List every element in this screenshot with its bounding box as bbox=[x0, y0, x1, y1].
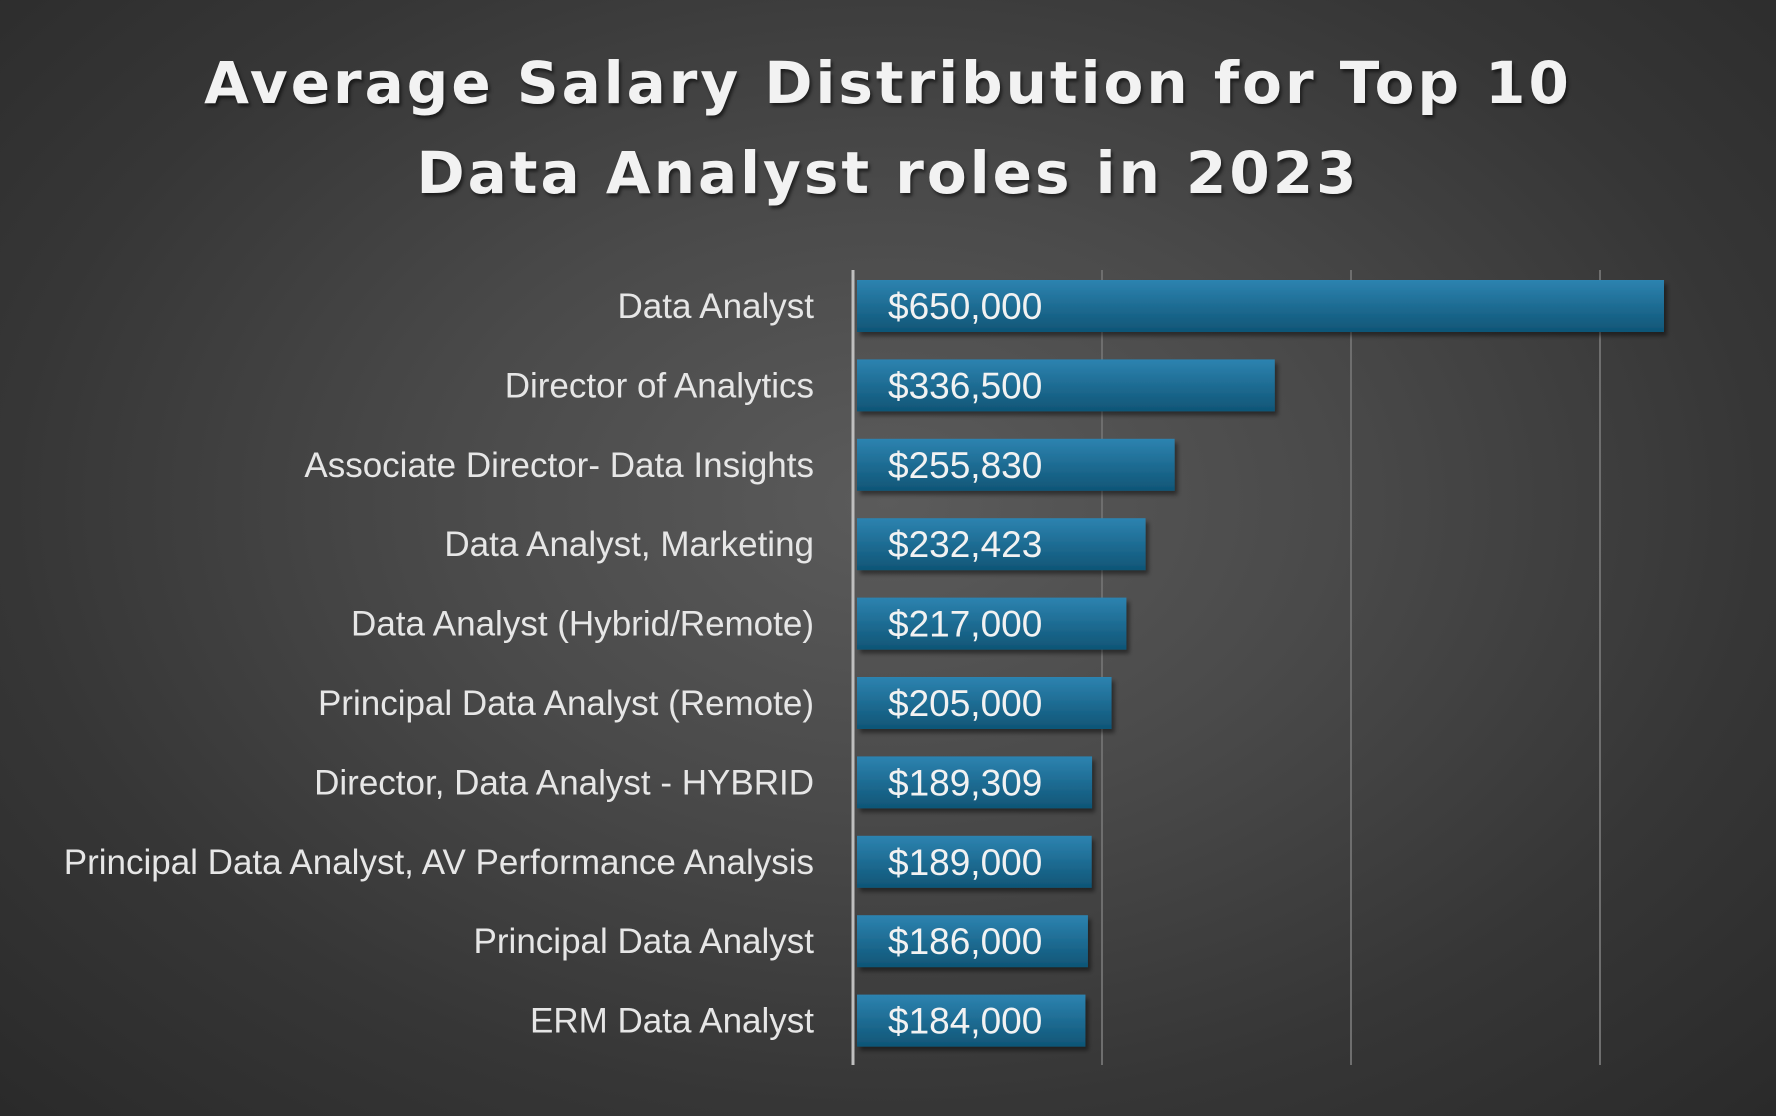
bar-5 bbox=[857, 597, 1127, 650]
data-label-8: $189,000 bbox=[888, 842, 1042, 883]
category-label-5: Data Analyst (Hybrid/Remote) bbox=[351, 605, 814, 644]
category-label-1: Data Analyst bbox=[618, 287, 815, 326]
category-label-6: Principal Data Analyst (Remote) bbox=[318, 684, 814, 723]
data-label-3: $255,830 bbox=[888, 445, 1042, 486]
category-label-9: Principal Data Analyst bbox=[474, 922, 815, 961]
bar-4 bbox=[857, 518, 1146, 571]
bar-3 bbox=[857, 438, 1175, 491]
chart-title-line-2: Data Analyst roles in 2023 bbox=[416, 139, 1360, 207]
bar-1 bbox=[857, 280, 1664, 332]
chart-title-line-1: Average Salary Distribution for Top 10 bbox=[204, 49, 1572, 117]
data-label-9: $186,000 bbox=[888, 921, 1042, 962]
category-label-10: ERM Data Analyst bbox=[530, 1002, 814, 1041]
category-label-2: Director of Analytics bbox=[505, 366, 814, 405]
labels: $650,000 Data Analyst $336,500 Director of … bbox=[64, 286, 1043, 1042]
data-label-10: $184,000 bbox=[888, 1001, 1042, 1042]
bar-10 bbox=[857, 994, 1086, 1047]
chart-title: Average Salary Distribution for Top 10 D… bbox=[0, 38, 1776, 218]
category-label-8: Principal Data Analyst, AV Performance A… bbox=[64, 843, 814, 882]
bar-7 bbox=[857, 756, 1093, 809]
data-label-2: $336,500 bbox=[888, 365, 1042, 406]
bar-8 bbox=[857, 835, 1092, 888]
category-label-7: Director, Data Analyst - HYBRID bbox=[314, 763, 814, 802]
data-label-4: $232,423 bbox=[888, 524, 1042, 565]
bars bbox=[857, 280, 1664, 1047]
bar-2 bbox=[857, 359, 1275, 412]
data-label-5: $217,000 bbox=[888, 604, 1042, 645]
data-label-6: $205,000 bbox=[888, 683, 1042, 724]
category-label-3: Associate Director- Data Insights bbox=[304, 446, 814, 485]
category-label-4: Data Analyst, Marketing bbox=[444, 525, 814, 564]
bar-6 bbox=[857, 677, 1112, 729]
data-label-7: $189,309 bbox=[888, 762, 1042, 803]
bar-9 bbox=[857, 915, 1088, 968]
data-label-1: $650,000 bbox=[888, 286, 1042, 327]
